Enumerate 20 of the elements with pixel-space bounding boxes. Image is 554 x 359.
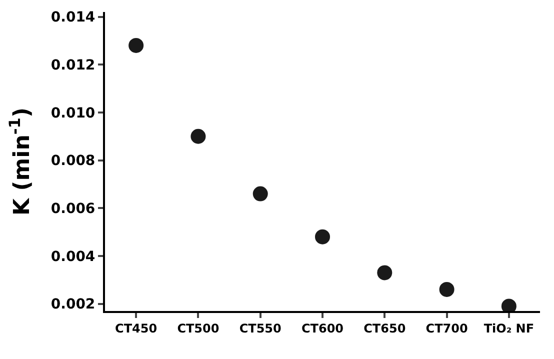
point <box>315 229 330 244</box>
x-tick-label: CT650 <box>364 321 406 336</box>
y-tick-label: 0.014 <box>50 10 96 26</box>
y-tick-label: 0.006 <box>50 201 96 218</box>
y-tick-label: 0.002 <box>50 296 96 313</box>
point <box>190 128 206 144</box>
point <box>252 186 268 202</box>
x-tick-label: CT500 <box>177 321 220 336</box>
point <box>439 282 454 297</box>
x-tick-label: CT550 <box>239 321 282 336</box>
point <box>377 265 392 280</box>
x-tick-label: CT600 <box>301 321 344 336</box>
y-tick-label: 0.004 <box>50 248 96 265</box>
point <box>128 38 144 53</box>
x-tick-label: CT700 <box>426 321 468 336</box>
y-tick-label: 0.008 <box>50 153 96 170</box>
x-tick-label: TiO₂ NF <box>484 321 534 336</box>
y-tick-label: 0.010 <box>50 105 96 122</box>
y-tick-label: 0.012 <box>50 58 96 74</box>
x-tick-label: CT450 <box>115 321 158 336</box>
